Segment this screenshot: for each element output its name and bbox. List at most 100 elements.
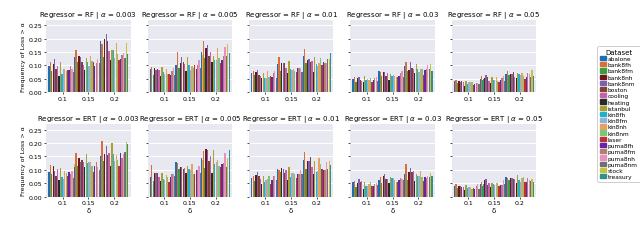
Bar (508, 180, 509, 197)
Bar (506, 74, 507, 93)
Bar (365, 81, 367, 93)
Bar (76, 71, 77, 93)
Bar (300, 170, 301, 197)
Bar (166, 70, 167, 93)
Bar (152, 181, 154, 197)
Bar (50, 165, 51, 197)
Bar (70, 174, 71, 197)
Bar (68, 71, 70, 93)
Bar (73, 72, 74, 93)
Bar (255, 175, 257, 197)
Bar (73, 178, 74, 197)
Bar (74, 167, 76, 197)
Bar (164, 74, 165, 93)
Bar (277, 64, 278, 93)
Bar (177, 72, 179, 93)
Bar (167, 75, 168, 93)
Bar (369, 81, 370, 93)
Bar (101, 142, 102, 197)
Bar (420, 171, 421, 197)
Bar (194, 174, 195, 197)
Bar (303, 57, 304, 93)
Bar (490, 187, 491, 197)
Bar (481, 81, 483, 93)
Bar (292, 173, 294, 197)
Title: Regressor = ERT | $\alpha$ = 0.05: Regressor = ERT | $\alpha$ = 0.05 (445, 114, 543, 125)
Bar (297, 68, 298, 93)
Bar (388, 80, 390, 93)
Bar (510, 179, 511, 197)
Bar (473, 86, 474, 93)
Bar (107, 42, 108, 93)
Bar (221, 61, 223, 93)
Bar (385, 76, 387, 93)
Bar (421, 70, 422, 93)
Bar (406, 164, 407, 197)
Bar (173, 68, 174, 93)
Bar (468, 83, 470, 93)
Bar (303, 170, 304, 197)
Bar (506, 183, 507, 197)
Bar (273, 74, 274, 93)
Bar (506, 76, 507, 93)
Bar (467, 188, 468, 197)
Bar (404, 177, 406, 197)
Bar (58, 180, 60, 197)
Bar (156, 71, 157, 93)
Bar (353, 183, 354, 197)
Bar (417, 176, 419, 197)
Bar (311, 167, 312, 197)
Bar (414, 181, 415, 197)
Bar (358, 77, 360, 93)
Bar (304, 65, 305, 93)
Bar (61, 74, 63, 93)
Bar (323, 171, 324, 197)
Bar (102, 57, 104, 93)
Bar (378, 79, 380, 93)
Bar (413, 69, 414, 93)
Bar (116, 44, 117, 93)
Bar (278, 57, 280, 93)
Bar (228, 54, 230, 93)
Bar (118, 166, 120, 197)
Bar (305, 64, 307, 93)
Bar (274, 71, 275, 93)
Bar (317, 67, 318, 93)
Bar (212, 57, 214, 93)
Bar (125, 44, 127, 93)
Bar (480, 82, 481, 93)
Bar (516, 183, 517, 197)
Bar (264, 79, 266, 93)
Bar (65, 72, 67, 93)
Bar (463, 83, 464, 93)
Bar (504, 184, 506, 197)
Bar (97, 167, 99, 197)
Bar (175, 169, 177, 197)
Bar (277, 178, 278, 197)
X-axis label: δ: δ (492, 207, 496, 213)
Bar (81, 63, 83, 93)
Bar (458, 186, 460, 197)
Bar (174, 76, 175, 93)
Bar (99, 170, 100, 197)
Bar (387, 74, 388, 93)
Bar (310, 63, 311, 93)
Bar (500, 186, 501, 197)
Bar (301, 174, 303, 197)
Bar (320, 164, 321, 197)
Bar (408, 70, 410, 93)
Bar (177, 53, 178, 93)
Bar (255, 72, 257, 93)
Bar (397, 77, 398, 93)
Bar (396, 78, 397, 93)
Bar (221, 165, 223, 197)
Bar (127, 144, 129, 197)
Bar (360, 81, 361, 93)
Bar (175, 66, 177, 93)
X-axis label: δ: δ (188, 207, 192, 213)
Bar (500, 81, 501, 93)
Bar (172, 174, 173, 197)
Bar (93, 63, 94, 93)
Bar (511, 178, 513, 197)
Bar (54, 60, 55, 93)
